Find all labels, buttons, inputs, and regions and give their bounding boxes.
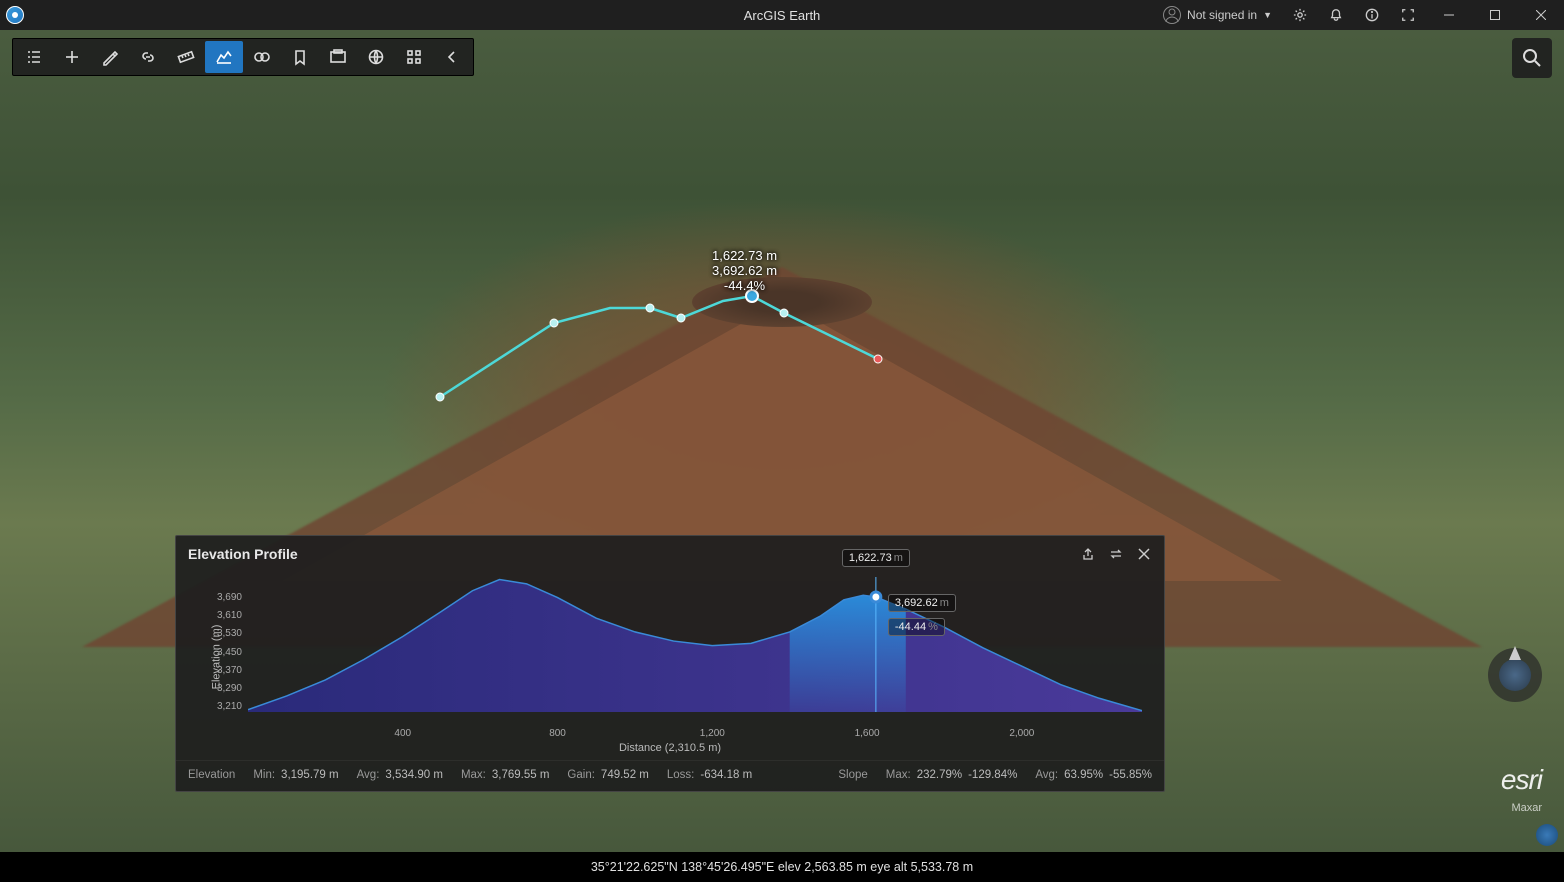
y-tick: 3,370	[202, 665, 242, 676]
search-button[interactable]	[1512, 38, 1552, 78]
map-viewport[interactable]: 1,622.73 m 3,692.62 m -44.4% Maxar esri …	[0, 30, 1564, 852]
signin-button[interactable]: Not signed in ▼	[1153, 6, 1282, 24]
stats-min: 3,195.79 m	[281, 769, 339, 781]
y-tick: 3,450	[202, 647, 242, 658]
signin-label: Not signed in	[1187, 8, 1257, 22]
stats-slope-avgn: -55.85%	[1109, 769, 1152, 781]
navigation-compass[interactable]	[1488, 648, 1542, 702]
elevation-profile-panel: Elevation Profile Elevation (m) 3,2103,2…	[175, 535, 1165, 792]
close-panel-button[interactable]	[1136, 546, 1152, 562]
compass-globe-icon	[1499, 659, 1531, 691]
y-tick: 3,610	[202, 610, 242, 621]
panel-title: Elevation Profile	[188, 546, 298, 562]
x-tick: 400	[394, 728, 411, 739]
swap-button[interactable]	[1108, 546, 1124, 562]
tool-draw[interactable]	[91, 41, 129, 73]
globe-view-button[interactable]	[1536, 824, 1558, 846]
attribution-provider: Maxar	[1511, 802, 1542, 814]
x-tick: 800	[549, 728, 566, 739]
statusbar: 35°21'22.625"N 138°45'26.495"E elev 2,56…	[0, 852, 1564, 882]
map-tooltip-distance: 1,622.73 m	[712, 248, 777, 263]
chart-tooltip: 1,622.73m	[842, 549, 910, 567]
map-tooltip: 1,622.73 m 3,692.62 m -44.4%	[712, 248, 777, 293]
tool-collapse[interactable]	[433, 41, 471, 73]
stats-slope-avg: 63.95%	[1064, 769, 1103, 781]
x-tick: 1,200	[700, 728, 725, 739]
map-tooltip-slope: -44.4%	[712, 278, 777, 293]
x-axis-label: Distance (2,310.5 m)	[176, 742, 1164, 760]
app-title: ArcGIS Earth	[744, 8, 821, 23]
user-icon	[1163, 6, 1181, 24]
stats-slope-min: -129.84%	[968, 769, 1017, 781]
tool-bookmark[interactable]	[281, 41, 319, 73]
elevation-chart[interactable]: Elevation (m) 3,2103,2903,3703,4503,5303…	[188, 572, 1152, 742]
x-tick: 1,600	[855, 728, 880, 739]
chart-tooltip: 3,692.62m	[888, 594, 956, 612]
tool-analysis[interactable]	[243, 41, 281, 73]
chart-tooltip: -44.44%	[888, 618, 945, 636]
stats-max: 3,769.55 m	[492, 769, 550, 781]
tool-add-data[interactable]	[53, 41, 91, 73]
tool-elevation-profile[interactable]	[205, 41, 243, 73]
esri-logo: esri	[1501, 764, 1542, 796]
x-tick: 2,000	[1009, 728, 1034, 739]
chevron-down-icon: ▼	[1263, 10, 1272, 20]
stats-slope-max: 232.79%	[917, 769, 962, 781]
notifications-button[interactable]	[1318, 0, 1354, 30]
y-tick: 3,530	[202, 628, 242, 639]
y-tick: 3,210	[202, 701, 242, 712]
status-coordinates: 35°21'22.625"N 138°45'26.495"E elev 2,56…	[591, 860, 973, 874]
stats-elevation-label: Elevation	[188, 769, 235, 781]
elevation-stats: Elevation Min:3,195.79 m Avg:3,534.90 m …	[176, 760, 1164, 791]
main-toolbar	[12, 38, 474, 76]
tool-screenshot[interactable]	[319, 41, 357, 73]
export-button[interactable]	[1080, 546, 1096, 562]
map-tooltip-elevation: 3,692.62 m	[712, 263, 777, 278]
window-minimize-button[interactable]	[1426, 0, 1472, 30]
tool-apps[interactable]	[395, 41, 433, 73]
stats-gain: 749.52 m	[601, 769, 649, 781]
window-maximize-button[interactable]	[1472, 0, 1518, 30]
tool-measure[interactable]	[167, 41, 205, 73]
info-button[interactable]	[1354, 0, 1390, 30]
tool-basemap[interactable]	[357, 41, 395, 73]
tool-table-of-contents[interactable]	[15, 41, 53, 73]
y-tick: 3,690	[202, 592, 242, 603]
fullscreen-button[interactable]	[1390, 0, 1426, 30]
tool-link[interactable]	[129, 41, 167, 73]
settings-button[interactable]	[1282, 0, 1318, 30]
window-close-button[interactable]	[1518, 0, 1564, 30]
stats-slope-label: Slope	[838, 769, 867, 781]
stats-avg: 3,534.90 m	[385, 769, 443, 781]
app-icon	[0, 0, 30, 30]
titlebar: ArcGIS Earth Not signed in ▼	[0, 0, 1564, 30]
y-tick: 3,290	[202, 683, 242, 694]
stats-loss: -634.18 m	[700, 769, 752, 781]
